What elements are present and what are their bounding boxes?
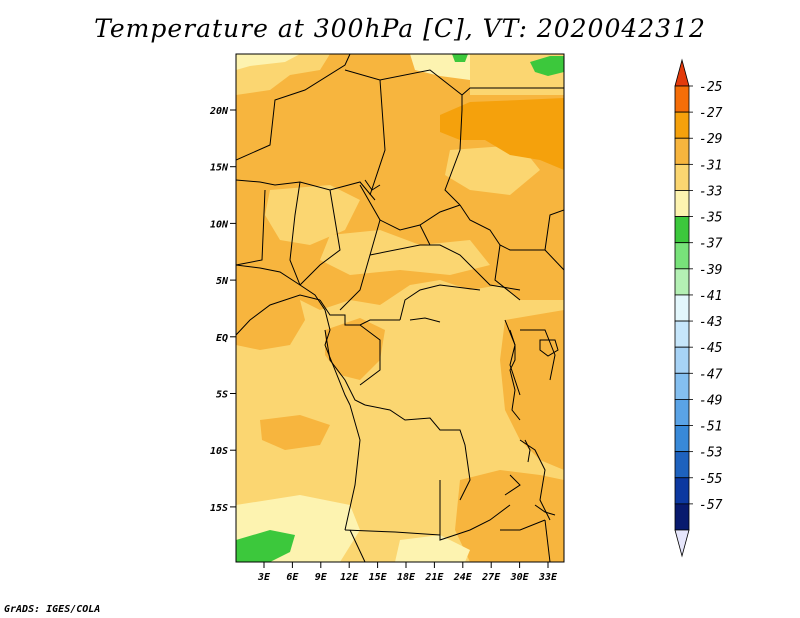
map-area (236, 54, 564, 562)
colorbar-label: -47 (699, 367, 723, 382)
temperature-region-west-coast (236, 300, 305, 350)
longitude-axis: 3E 6E 9E 12E 15E 18E 21E 24E 27E 30E 33E (257, 562, 558, 583)
colorbar-label: -51 (699, 420, 722, 435)
colorbar-swatch (674, 399, 690, 426)
colorbar-label: -49 (699, 393, 722, 408)
temperature-region-pale-north2 (236, 54, 300, 70)
lon-tick-label: 30E (510, 572, 530, 583)
lon-tick-label: 12E (340, 572, 359, 583)
lon-tick-label: 3E (257, 572, 271, 583)
temperature-region-cold-nw (452, 54, 468, 62)
lon-tick-label: 33E (538, 572, 558, 583)
lat-tick-label: 5N (216, 276, 229, 287)
lat-tick-label: 20N (209, 106, 229, 117)
colorbar-swatch (674, 372, 690, 400)
lat-tick-label: 10N (210, 219, 229, 230)
lat-tick-label: 15N (210, 163, 229, 174)
colorbar-swatch (674, 85, 690, 113)
temperature-region-cold-ne (530, 56, 564, 76)
colorbar-label: -37 (699, 237, 723, 252)
colorbar-swatch (674, 216, 690, 244)
lon-tick-label: 27E (481, 572, 501, 583)
temperature-region-cold-south (236, 530, 295, 562)
lat-tick-label: 5S (216, 390, 228, 401)
colorbar-arrow-bottom (674, 529, 690, 558)
colorbar: -25 -27 -29 -31 -33 -35 -37 -39 -41 -43 -45 -47 -49 -… (674, 58, 723, 558)
colorbar-label: -45 (699, 341, 723, 356)
temperature-region-yellow-ne (445, 145, 540, 195)
colorbar-swatch (674, 503, 690, 531)
lon-tick-label: 6E (286, 572, 299, 583)
colorbar-swatch (674, 477, 690, 505)
colorbar-swatch (674, 163, 690, 191)
colorbar-label: -39 (699, 263, 722, 278)
colorbar-swatch (674, 111, 690, 139)
lat-tick-label: 10S (210, 446, 228, 457)
colorbar-label: -27 (699, 106, 723, 121)
credit-text: GrADS: IGES/COLA (4, 604, 101, 615)
colorbar-label: -55 (699, 472, 723, 487)
temperature-region-pale-south2 (395, 535, 470, 562)
colorbar-label: -57 (699, 498, 723, 513)
colorbar-swatch (674, 320, 690, 348)
map-frame (235, 53, 565, 563)
colorbar-swatch (674, 294, 690, 322)
colorbar-label: -35 (699, 211, 723, 226)
colorbar-swatch (674, 242, 690, 270)
colorbar-label: -43 (699, 315, 722, 330)
lon-tick-label: 9E (315, 572, 328, 583)
colorbar-label: -25 (699, 80, 723, 95)
colorbar-swatch (674, 346, 690, 374)
colorbar-swatch (674, 268, 690, 296)
temperature-region-angola-patch (260, 415, 330, 450)
colorbar-label: -53 (699, 446, 722, 461)
colorbar-swatch (674, 137, 690, 165)
colorbar-swatch (674, 425, 690, 453)
colorbar-swatch (674, 190, 690, 217)
temperature-region-yellow-sahel (320, 230, 490, 275)
latitude-axis: 20N 15N 10N 5N EQ 5S 10S 15S (209, 106, 236, 514)
temperature-region-warm-ne (440, 98, 564, 170)
lon-tick-label: 21E (424, 572, 444, 583)
colorbar-label: -29 (699, 132, 722, 147)
lat-tick-label: 15S (210, 503, 228, 514)
lat-tick-label: EQ (216, 333, 228, 344)
colorbar-label: -41 (699, 289, 722, 304)
chart-title: Temperature at 300hPa [C], VT: 202004231… (94, 14, 706, 43)
colorbar-label: -33 (699, 184, 722, 199)
temperature-region-southeast (455, 470, 564, 562)
temperature-region-east (500, 310, 564, 470)
colorbar-swatch (674, 451, 690, 479)
temperature-region-congo (325, 318, 385, 380)
lon-tick-label: 24E (453, 572, 473, 583)
lon-tick-label: 18E (397, 572, 416, 583)
lon-tick-label: 15E (369, 572, 388, 583)
country-boundaries (236, 54, 564, 562)
colorbar-arrow-top (674, 58, 690, 87)
colorbar-label: -31 (699, 158, 722, 173)
